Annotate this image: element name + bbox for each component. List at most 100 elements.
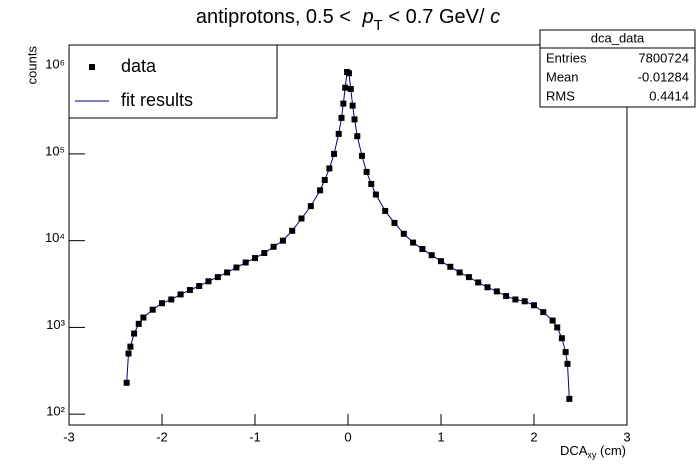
data-point	[168, 296, 175, 303]
title-part: p	[362, 6, 374, 28]
data-point	[564, 360, 571, 367]
data-point	[123, 379, 130, 386]
data-point	[177, 291, 184, 298]
data-point	[345, 70, 352, 77]
data-point	[135, 320, 142, 327]
data-point	[391, 219, 398, 226]
stats-key: Mean	[546, 69, 579, 84]
stats-key: Entries	[546, 50, 587, 65]
data-point	[419, 246, 426, 253]
data-point	[351, 116, 358, 123]
data-point	[354, 133, 361, 140]
data-point	[428, 252, 435, 259]
title-part: T	[374, 17, 383, 34]
data-point	[465, 274, 472, 281]
data-point	[224, 269, 231, 276]
title-part: c	[490, 6, 500, 28]
data-point	[475, 279, 482, 286]
x-tick-label: 1	[437, 429, 444, 444]
data-point	[554, 324, 561, 331]
x-tick-label: -1	[249, 429, 261, 444]
data-point	[382, 207, 389, 214]
data-point	[149, 306, 156, 313]
stats-value: 0.4414	[649, 88, 689, 103]
data-point	[368, 180, 375, 187]
data-point	[335, 130, 342, 137]
data-point	[521, 298, 528, 305]
data-point	[349, 102, 356, 109]
data-point	[566, 395, 573, 402]
data-point	[186, 286, 193, 293]
data-point	[131, 330, 138, 337]
data-point	[242, 259, 249, 266]
x-tick-label: 0	[344, 429, 351, 444]
data-point	[558, 335, 565, 342]
y-tick-label: 10⁵	[45, 143, 65, 158]
data-point	[196, 283, 203, 290]
stats-value: -0.01284	[638, 69, 689, 84]
data-point	[307, 203, 314, 210]
y-tick-label: 10⁶	[45, 57, 65, 72]
x-label-part: xy	[587, 450, 597, 460]
y-tick-label: 10⁴	[45, 230, 65, 245]
data-point	[540, 309, 547, 316]
data-point	[410, 239, 417, 246]
y-tick-label: 10²	[46, 404, 65, 419]
x-tick-label: -3	[63, 429, 75, 444]
data-point	[338, 114, 345, 121]
data-point	[326, 165, 333, 172]
data-point	[331, 150, 338, 157]
data-point	[456, 269, 463, 276]
data-point	[279, 237, 286, 244]
data-point	[512, 296, 519, 303]
legend-label: data	[121, 56, 157, 76]
x-tick-label: 2	[530, 429, 537, 444]
legend-label: fit results	[121, 90, 193, 110]
stats-box	[539, 29, 696, 108]
data-point	[159, 300, 165, 307]
x-label-part: (cm)	[596, 443, 626, 458]
data-point	[125, 350, 132, 357]
data-point	[205, 278, 212, 285]
data-point	[127, 343, 134, 350]
data-point	[363, 168, 370, 175]
data-point	[317, 187, 324, 194]
stats-key: RMS	[546, 88, 575, 103]
data-point	[342, 84, 349, 91]
x-label-part: DCA	[560, 443, 588, 458]
x-tick-label: 3	[623, 429, 630, 444]
data-point	[347, 85, 354, 92]
data-point	[214, 274, 221, 281]
y-tick-label: 10³	[46, 317, 65, 332]
data-point	[562, 349, 569, 356]
legend-box	[68, 44, 278, 119]
legend-marker	[89, 64, 95, 70]
data-point	[503, 293, 510, 300]
data-point	[484, 284, 491, 291]
data-point	[493, 288, 500, 295]
data-point	[400, 230, 407, 237]
data-point	[549, 317, 556, 324]
title-part: < 0.7 GeV/	[383, 6, 490, 28]
data-point	[252, 255, 258, 262]
x-axis-label: DCAxy (cm)	[560, 443, 626, 460]
data-point	[447, 263, 454, 270]
data-point	[358, 152, 365, 159]
data-point	[372, 191, 379, 198]
data-point	[340, 100, 347, 107]
title-part: antiprotons, 0.5 <	[196, 6, 357, 28]
data-point	[438, 258, 444, 265]
stats-value: 7800724	[638, 50, 689, 65]
stats-title: dca_data	[591, 30, 645, 45]
data-point	[261, 250, 268, 257]
y-axis-label: counts	[24, 46, 39, 85]
data-point	[531, 302, 537, 309]
x-tick-label: -2	[156, 429, 168, 444]
data-point	[289, 227, 296, 234]
data-point	[270, 243, 277, 250]
data-point	[233, 264, 240, 271]
data-point	[298, 215, 305, 222]
data-point	[140, 314, 147, 321]
chart-title: antiprotons, 0.5 < pT < 0.7 GeV/ c	[196, 6, 500, 34]
